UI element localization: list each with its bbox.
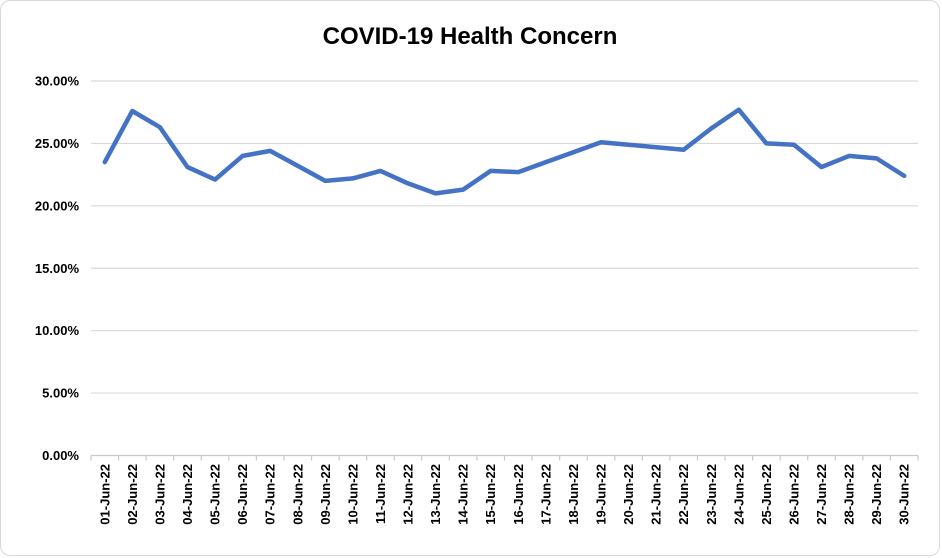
x-tick-label: 07-Jun-22	[263, 464, 278, 525]
chart-title: COVID-19 Health Concern	[322, 23, 618, 50]
x-tick-label: 06-Jun-22	[235, 464, 250, 525]
x-tick-label: 04-Jun-22	[180, 464, 195, 525]
y-tick-label: 30.00%	[35, 74, 80, 89]
x-tick-label: 05-Jun-22	[208, 464, 223, 525]
x-tick-label: 01-Jun-22	[97, 464, 112, 525]
x-tick-label: 10-Jun-22	[345, 464, 360, 525]
x-tick-label: 17-Jun-22	[538, 464, 553, 525]
x-tick-label: 03-Jun-22	[152, 464, 167, 525]
y-tick-label: 5.00%	[42, 386, 79, 401]
x-tick-label: 24-Jun-22	[731, 464, 746, 525]
data-line-series	[102, 107, 907, 196]
x-tick-label: 15-Jun-22	[483, 464, 498, 525]
x-tick-label: 21-Jun-22	[649, 464, 664, 525]
x-tick-label: 30-Jun-22	[897, 464, 912, 525]
x-tick-label: 12-Jun-22	[401, 464, 416, 525]
x-tick-label: 25-Jun-22	[759, 464, 774, 525]
x-tick-label: 14-Jun-22	[456, 464, 471, 525]
y-tick-label: 15.00%	[35, 261, 80, 276]
x-tick-label: 27-Jun-22	[814, 464, 829, 525]
x-tick-label: 28-Jun-22	[842, 464, 857, 525]
x-tick-label: 23-Jun-22	[704, 464, 719, 525]
x-tick-label: 02-Jun-22	[125, 464, 140, 525]
y-tick-label: 20.00%	[35, 198, 80, 213]
x-tick-label: 22-Jun-22	[676, 464, 691, 525]
x-tick-label: 08-Jun-22	[290, 464, 305, 525]
x-tick-label: 11-Jun-22	[373, 464, 388, 524]
x-tick-label: 20-Jun-22	[621, 464, 636, 525]
x-tick-label: 29-Jun-22	[869, 464, 884, 525]
y-tick-label: 10.00%	[35, 323, 80, 338]
x-tick-label: 16-Jun-22	[511, 464, 526, 525]
x-tick-label: 26-Jun-22	[786, 464, 801, 525]
x-tick-label: 18-Jun-22	[566, 464, 581, 525]
y-tick-label: 0.00%	[42, 448, 79, 463]
y-tick-label: 25.00%	[35, 136, 80, 151]
x-tick-label: 13-Jun-22	[428, 464, 443, 525]
x-tick-label: 09-Jun-22	[318, 464, 333, 525]
x-tick-label: 19-Jun-22	[593, 464, 608, 525]
